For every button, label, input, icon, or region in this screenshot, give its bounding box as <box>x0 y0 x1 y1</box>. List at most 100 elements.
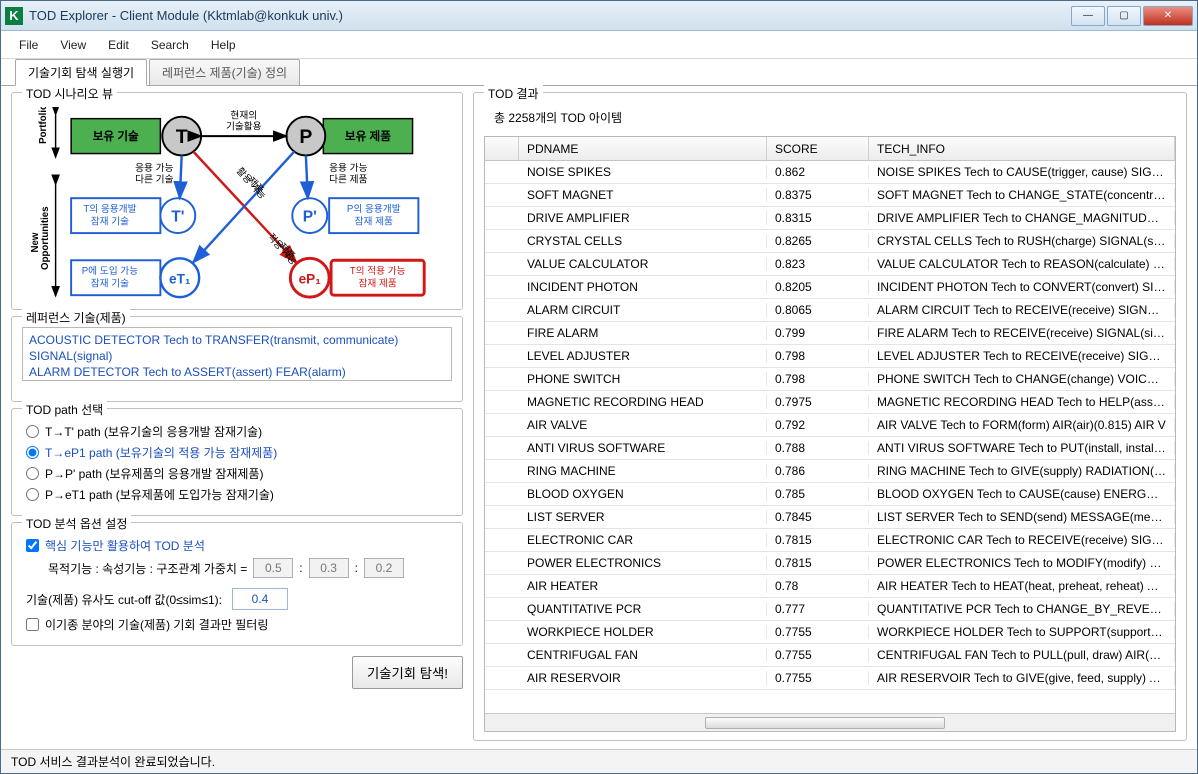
table-row[interactable]: AIR VALVE0.792AIR VALVE Tech to FORM(for… <box>485 414 1175 437</box>
app-other-prod-1: 응용 가능 <box>329 162 367 174</box>
tab-reference[interactable]: 레퍼런스 제품(기술) 정의 <box>149 59 300 85</box>
table-row[interactable]: INCIDENT PHOTON0.8205INCIDENT PHOTON Tec… <box>485 276 1175 299</box>
cell-techinfo: CRYSTAL CELLS Tech to RUSH(charge) SIGNA… <box>869 234 1175 248</box>
cell-techinfo: BLOOD OXYGEN Tech to CAUSE(cause) ENERGY… <box>869 487 1175 501</box>
table-row[interactable]: QUANTITATIVE PCR0.777QUANTITATIVE PCR Te… <box>485 598 1175 621</box>
cell-pdname: LIST SERVER <box>519 510 767 524</box>
col-blank[interactable] <box>485 137 519 160</box>
maximize-button[interactable]: ▢ <box>1107 6 1141 26</box>
table-row[interactable]: LIST SERVER0.7845LIST SERVER Tech to SEN… <box>485 506 1175 529</box>
tab-executor[interactable]: 기술기회 탐색 실행기 <box>15 59 147 86</box>
owned-tech-label: 보유 기술 <box>93 129 139 143</box>
path-radio-4[interactable] <box>26 488 39 501</box>
col-techinfo[interactable]: TECH_INFO <box>869 137 1175 160</box>
cutoff-input[interactable]: 0.4 <box>232 588 288 610</box>
table-row[interactable]: AIR RESERVOIR0.7755AIR RESERVOIR Tech to… <box>485 667 1175 690</box>
table-row[interactable]: ELECTRONIC CAR0.7815ELECTRONIC CAR Tech … <box>485 529 1175 552</box>
cell-techinfo: ELECTRONIC CAR Tech to RECEIVE(receive) … <box>869 533 1175 547</box>
table-row[interactable]: ALARM CIRCUIT0.8065ALARM CIRCUIT Tech to… <box>485 299 1175 322</box>
table-row[interactable]: RING MACHINE0.786RING MACHINE Tech to GI… <box>485 460 1175 483</box>
reference-list[interactable]: ACOUSTIC DETECTOR Tech to TRANSFER(trans… <box>22 327 452 381</box>
table-row[interactable]: ANTI VIRUS SOFTWARE0.788ANTI VIRUS SOFTW… <box>485 437 1175 460</box>
cell-score: 0.792 <box>767 418 869 432</box>
table-row[interactable]: WORKPIECE HOLDER0.7755WORKPIECE HOLDER T… <box>485 621 1175 644</box>
cell-pdname: BLOOD OXYGEN <box>519 487 767 501</box>
menu-view[interactable]: View <box>60 38 86 52</box>
cell-techinfo: SOFT MAGNET Tech to CHANGE_STATE(concent… <box>869 188 1175 202</box>
path-label-2: T→eP1 path (보유기술의 적용 가능 잠재제품) <box>45 444 277 461</box>
horizontal-scrollbar[interactable] <box>485 713 1175 731</box>
table-row[interactable]: BLOOD OXYGEN0.785BLOOD OXYGEN Tech to CA… <box>485 483 1175 506</box>
table-row[interactable]: POWER ELECTRONICS0.7815POWER ELECTRONICS… <box>485 552 1175 575</box>
path-radio-1[interactable] <box>26 425 39 438</box>
cell-score: 0.7815 <box>767 533 869 547</box>
cell-techinfo: QUANTITATIVE PCR Tech to CHANGE_BY_REVER… <box>869 602 1175 616</box>
cell-score: 0.7755 <box>767 671 869 685</box>
cell-techinfo: PHONE SWITCH Tech to CHANGE(change) VOIC… <box>869 372 1175 386</box>
search-button[interactable]: 기술기회 탐색! <box>352 656 463 689</box>
table-row[interactable]: PHONE SWITCH0.798PHONE SWITCH Tech to CH… <box>485 368 1175 391</box>
table-row[interactable]: CRYSTAL CELLS0.8265CRYSTAL CELLS Tech to… <box>485 230 1175 253</box>
table-row[interactable]: NOISE SPIKES0.862NOISE SPIKES Tech to CA… <box>485 161 1175 184</box>
results-table: PDNAME SCORE TECH_INFO NOISE SPIKES0.862… <box>484 136 1176 732</box>
cell-techinfo: ANTI VIRUS SOFTWARE Tech to PUT(install,… <box>869 441 1175 455</box>
menu-file[interactable]: File <box>19 38 38 52</box>
cell-techinfo: ALARM CIRCUIT Tech to RECEIVE(receive) S… <box>869 303 1175 317</box>
cell-pdname: AIR RESERVOIR <box>519 671 767 685</box>
table-row[interactable]: SOFT MAGNET0.8375SOFT MAGNET Tech to CHA… <box>485 184 1175 207</box>
cell-pdname: RING MACHINE <box>519 464 767 478</box>
menu-search[interactable]: Search <box>151 38 189 52</box>
cell-score: 0.8315 <box>767 211 869 225</box>
app-other-tech-1: 응용 가능 <box>135 162 173 174</box>
path-radio-3[interactable] <box>26 467 39 480</box>
cell-pdname: POWER ELECTRONICS <box>519 556 767 570</box>
cell-score: 0.8375 <box>767 188 869 202</box>
app-window: K TOD Explorer - Client Module (Kktmlab@… <box>0 0 1198 774</box>
cell-techinfo: WORKPIECE HOLDER Tech to SUPPORT(support… <box>869 625 1175 639</box>
close-button[interactable]: ✕ <box>1143 6 1193 26</box>
core-only-checkbox[interactable] <box>26 539 39 552</box>
path-label-1: T→T' path (보유기술의 응용개발 잠재기술) <box>45 423 262 440</box>
p-intro-2: 잠재 기술 <box>91 277 129 289</box>
reference-item[interactable]: ALARM DETECTOR Tech to ASSERT(assert) FE… <box>29 364 445 380</box>
col-pdname[interactable]: PDNAME <box>519 137 767 160</box>
cell-pdname: DRIVE AMPLIFIER <box>519 211 767 225</box>
path-title: TOD path 선택 <box>22 401 107 418</box>
cell-score: 0.8065 <box>767 303 869 317</box>
app-other-tech-2: 다른 기술 <box>135 174 173 186</box>
weight-2[interactable]: 0.3 <box>309 558 349 578</box>
weight-3[interactable]: 0.2 <box>364 558 404 578</box>
cross-filter-checkbox[interactable] <box>26 618 39 631</box>
scenario-diagram: Portfolio New Opportunities 보유 기술 보유 제품 … <box>22 107 452 301</box>
cell-score: 0.7975 <box>767 395 869 409</box>
table-row[interactable]: CENTRIFUGAL FAN0.7755CENTRIFUGAL FAN Tec… <box>485 644 1175 667</box>
weight-1[interactable]: 0.5 <box>253 558 293 578</box>
reference-item[interactable]: ACOUSTIC DETECTOR Tech to TRANSFER(trans… <box>29 332 445 364</box>
menu-edit[interactable]: Edit <box>108 38 129 52</box>
col-score[interactable]: SCORE <box>767 137 869 160</box>
cell-score: 0.785 <box>767 487 869 501</box>
p-intro-1: P에 도입 가능 <box>82 264 138 277</box>
reference-group: 레퍼런스 기술(제품) ACOUSTIC DETECTOR Tech to TR… <box>11 316 463 402</box>
table-row[interactable]: MAGNETIC RECORDING HEAD0.7975MAGNETIC RE… <box>485 391 1175 414</box>
cell-pdname: CENTRIFUGAL FAN <box>519 648 767 662</box>
cell-score: 0.786 <box>767 464 869 478</box>
cell-techinfo: INCIDENT PHOTON Tech to CONVERT(convert)… <box>869 280 1175 294</box>
table-body[interactable]: NOISE SPIKES0.862NOISE SPIKES Tech to CA… <box>485 161 1175 713</box>
current-util-1: 현재의 <box>230 110 257 122</box>
path-radio-2[interactable] <box>26 446 39 459</box>
cell-score: 0.7755 <box>767 648 869 662</box>
results-title: TOD 결과 <box>484 85 543 102</box>
cell-techinfo: FIRE ALARM Tech to RECEIVE(receive) SIGN… <box>869 326 1175 340</box>
node-eP1: eP₁ <box>299 272 322 287</box>
current-util-2: 기술활용 <box>226 119 262 132</box>
right-pane: TOD 결과 총 2258개의 TOD 아이템 PDNAME SCORE TEC… <box>473 92 1187 741</box>
table-row[interactable]: AIR HEATER0.78AIR HEATER Tech to HEAT(he… <box>485 575 1175 598</box>
menu-help[interactable]: Help <box>211 38 236 52</box>
node-P: P <box>299 126 312 148</box>
table-row[interactable]: LEVEL ADJUSTER0.798LEVEL ADJUSTER Tech t… <box>485 345 1175 368</box>
minimize-button[interactable]: — <box>1071 6 1105 26</box>
table-row[interactable]: DRIVE AMPLIFIER0.8315DRIVE AMPLIFIER Tec… <box>485 207 1175 230</box>
table-row[interactable]: VALUE CALCULATOR0.823VALUE CALCULATOR Te… <box>485 253 1175 276</box>
table-row[interactable]: FIRE ALARM0.799FIRE ALARM Tech to RECEIV… <box>485 322 1175 345</box>
